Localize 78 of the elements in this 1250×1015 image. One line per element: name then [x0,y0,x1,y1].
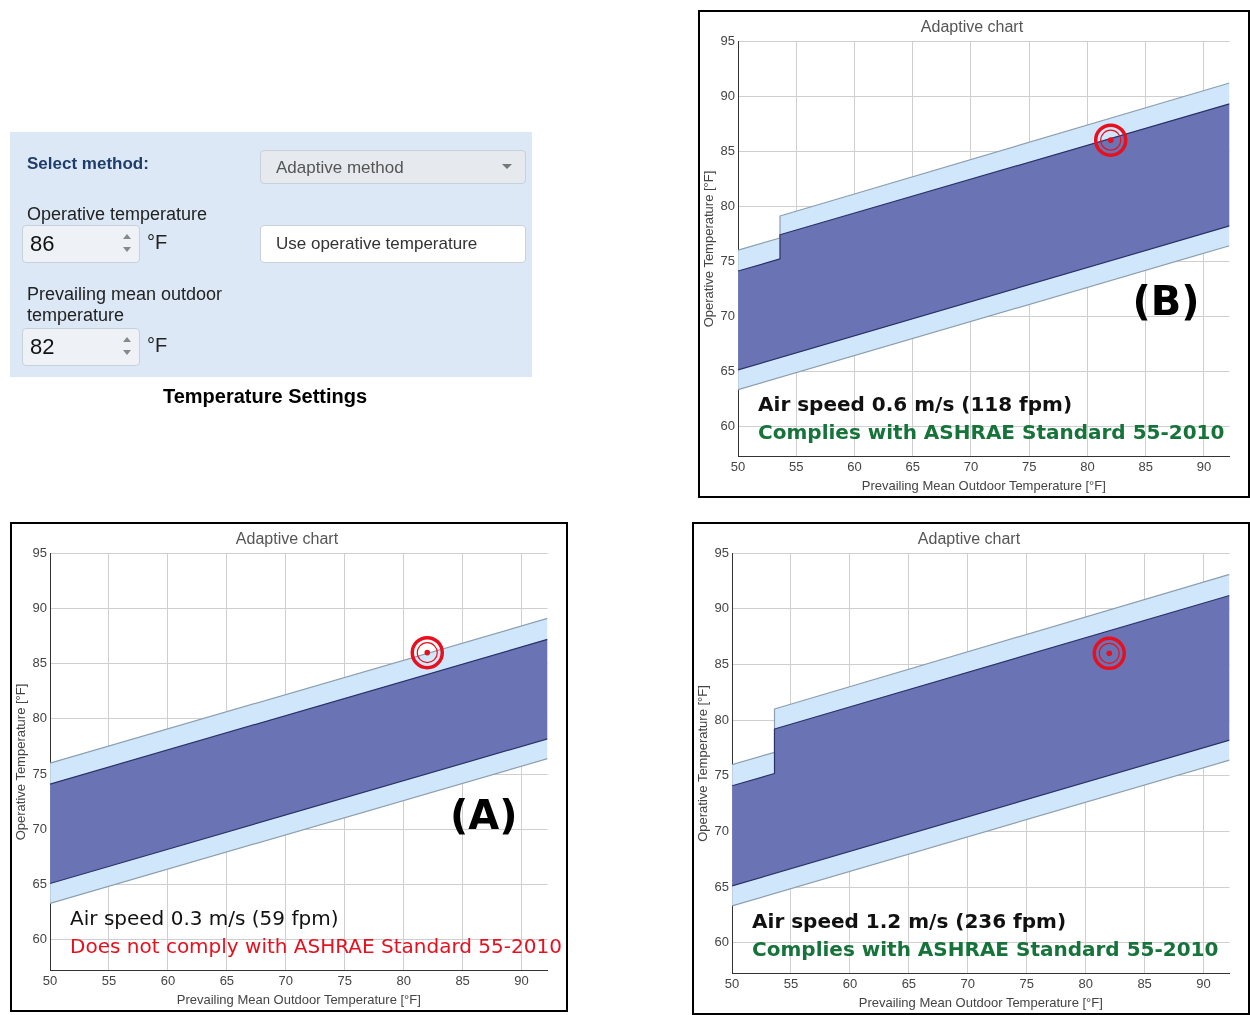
y-tick-label: 70 [32,820,48,836]
x-tick-label: 80 [1078,976,1093,992]
x-tick-label: 50 [42,973,58,989]
y-tick-label: 65 [714,878,730,894]
x-tick-label: 55 [789,459,804,475]
annotation: Air speed 1.2 m/s (236 fpm) [752,908,1067,933]
x-tick-label: 85 [1137,976,1152,992]
y-tick-label: 65 [720,362,736,378]
y-tick-label: 90 [714,600,730,616]
y-tick-label: 85 [32,655,48,671]
text: °F [147,334,168,357]
y-tick-label: 95 [720,32,736,48]
x-tick-label: 75 [337,973,352,989]
x-tick-label: 55 [101,973,117,989]
x-tick-label: 70 [960,976,976,992]
y-axis-title: Operative Temperature [°F] [695,685,711,842]
chart-title: Adaptive chart [920,18,1024,36]
y-tick-label: 80 [714,711,730,727]
x-tick-label: 55 [783,976,799,992]
y-tick-label: 95 [714,544,730,560]
y-tick-label: 60 [32,931,48,947]
x-tick-label: 65 [219,973,235,989]
x-tick-label: 80 [396,973,411,989]
y-axis-title: Operative Temperature [°F] [13,683,29,841]
annotation: Does not comply with ASHRAE Standard 55-2010 [70,933,562,958]
x-tick-label: 90 [1196,976,1211,992]
text: Prevailing mean outdoor temperature [27,284,224,326]
x-tick-label: 70 [963,459,979,475]
y-tick-label: 85 [714,656,730,672]
annotation: Air speed 0.6 m/s (118 fpm) [758,391,1073,416]
x-tick-label: 80 [1080,459,1095,475]
x-tick-label: 65 [905,459,920,475]
y-tick-label: 75 [32,765,48,781]
x-axis-title: Prevailing Mean Outdoor Temperature [°F] [858,994,1103,1010]
y-tick-label: 60 [720,417,736,433]
y-tick-label: 75 [714,767,730,783]
chart-title: Adaptive chart [917,530,1021,548]
y-tick-label: 80 [32,710,48,726]
text: Use operative temperature [276,234,478,254]
y-tick-label: 80 [720,197,736,213]
x-tick-label: 85 [1138,459,1153,475]
text: Operative temperature [27,204,208,225]
x-tick-label: 50 [724,976,740,992]
y-axis-title: Operative Temperature [°F] [701,170,717,328]
text: 82 [30,334,55,360]
y-tick-label: 60 [714,934,730,950]
text: Temperature Settings [161,385,369,408]
x-tick-label: 50 [730,459,746,475]
x-tick-label: 90 [1196,459,1212,475]
y-tick-label: 90 [32,600,48,616]
annotation: (B) [1132,278,1200,325]
x-tick-label: 65 [901,976,917,992]
y-tick-label: 70 [714,822,730,838]
x-tick-label: 60 [160,973,176,989]
x-axis-title: Prevailing Mean Outdoor Temperature [°F] [176,991,421,1007]
x-axis-title: Prevailing Mean Outdoor Temperature [°F] [861,477,1106,493]
text: °F [147,231,168,254]
text: 86 [30,231,55,257]
annotation: Air speed 0.3 m/s (59 fpm) [70,905,339,930]
text: Select method: [27,154,149,174]
x-tick-label: 60 [847,459,862,475]
x-tick-label: 85 [455,973,470,989]
x-tick-label: 75 [1021,459,1037,475]
x-tick-label: 70 [278,973,294,989]
y-tick-label: 70 [720,307,736,323]
y-tick-label: 75 [720,252,736,268]
annotation: Complies with ASHRAE Standard 55-2010 [758,419,1225,444]
x-tick-label: 60 [842,976,858,992]
text: Adaptive method [276,158,404,178]
chart-title: Adaptive chart [235,530,339,548]
annotation: Complies with ASHRAE Standard 55-2010 [752,936,1219,961]
x-tick-label: 75 [1019,976,1034,992]
annotation: (A) [449,791,518,838]
y-tick-label: 90 [720,87,736,103]
y-tick-label: 65 [32,876,48,892]
y-tick-label: 85 [720,142,736,158]
y-tick-label: 95 [32,544,48,560]
x-tick-label: 90 [514,973,529,989]
